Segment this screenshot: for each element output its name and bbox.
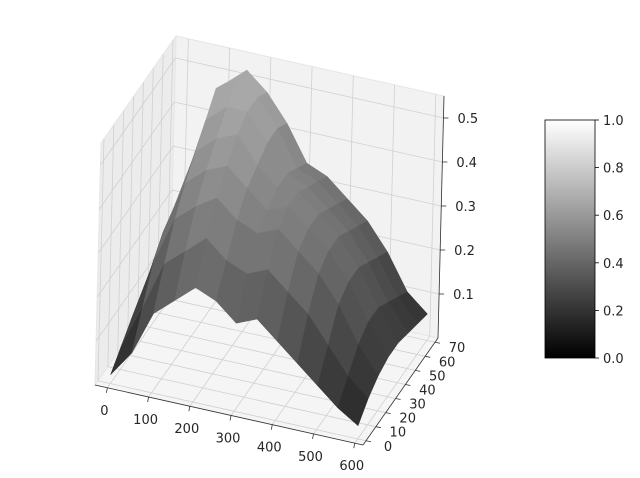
x-tick-mark	[147, 396, 149, 403]
x-tick-label: 200	[174, 422, 199, 437]
x-tick-mark	[312, 433, 314, 440]
y-tick-mark	[385, 412, 391, 415]
x-tick-mark	[105, 387, 108, 393]
x-tick-label: 300	[216, 431, 241, 446]
colorbar-tick-label: 0.2	[603, 304, 624, 319]
y-tick-mark	[415, 369, 421, 372]
grid-line-z-side	[96, 189, 173, 298]
grid-line-y-side	[127, 96, 134, 339]
y-tick-mark	[365, 440, 372, 443]
y-tick-mark	[434, 341, 441, 344]
x-tick-mark	[270, 424, 273, 430]
z-tick-label: 0.2	[454, 244, 475, 259]
axis-edge	[362, 337, 439, 446]
x-tick-mark	[188, 406, 191, 412]
y-tick-mark	[425, 355, 431, 358]
grid-line-z-back	[175, 57, 444, 119]
z-tick-label: 0.3	[455, 200, 476, 215]
grid-line-y-side	[117, 110, 125, 353]
grid-line-y-side	[146, 68, 154, 311]
z-tick-label: 0.1	[453, 288, 474, 303]
x-tick-label: 600	[339, 459, 364, 474]
y-tick-label: 70	[449, 341, 466, 356]
grid-line-z-side	[97, 145, 174, 254]
grid-line-x-back	[429, 94, 437, 337]
x-tick-label: 400	[257, 441, 282, 456]
colorbar-tick-label: 0.4	[603, 257, 624, 272]
grid-line-y-side	[97, 138, 105, 381]
colorbar-tick-label: 0.8	[603, 162, 624, 177]
grid-line-z-side	[99, 101, 175, 210]
colorbar-tick-label: 0.6	[603, 209, 624, 224]
grid-line-y-floor	[97, 380, 367, 442]
y-tick-mark	[375, 426, 381, 429]
grid-line-z-side	[100, 57, 176, 166]
y-tick-label: 0	[384, 440, 392, 455]
axis-edge	[94, 384, 364, 446]
grid-line-x-floor	[148, 289, 224, 398]
grid-line-y-side	[137, 82, 144, 325]
y-tick-label: 40	[419, 383, 436, 398]
z-tick-label: 0.5	[457, 112, 478, 127]
colorbar-tick-label: 0.0	[603, 352, 624, 367]
y-tick-label: 50	[429, 369, 446, 384]
colorbar-gradient	[544, 119, 596, 359]
axis-edge	[437, 95, 445, 339]
x-tick-label: 100	[133, 413, 158, 428]
x-tick-label: 0	[100, 404, 108, 419]
y-tick-mark	[395, 398, 401, 400]
y-tick-label: 10	[390, 426, 407, 441]
colorbar: 0.0 0.2 0.4 0.6 0.8 1.0	[544, 114, 624, 367]
surface-cell	[337, 375, 369, 427]
x-tick-mark	[353, 443, 356, 449]
y-tick-mark	[405, 384, 411, 386]
surface-mesh	[110, 69, 428, 427]
y-tick-label: 30	[409, 398, 426, 413]
y-tick-label: 20	[399, 412, 416, 427]
axis-ticks: 01002003004005006000102030405060700.10.2…	[100, 112, 478, 474]
x-tick-mark	[229, 415, 232, 421]
z-tick-label: 0.4	[456, 156, 477, 171]
grid-line-y-floor	[107, 366, 376, 428]
grid-line-x-floor	[354, 335, 431, 444]
grid-line-y-side	[107, 124, 115, 367]
x-tick-label: 500	[298, 450, 323, 465]
y-tick-label: 60	[439, 355, 456, 370]
colorbar-ticks: 0.0 0.2 0.4 0.6 0.8 1.0	[595, 114, 624, 367]
colorbar-tick-label: 1.0	[603, 114, 624, 129]
